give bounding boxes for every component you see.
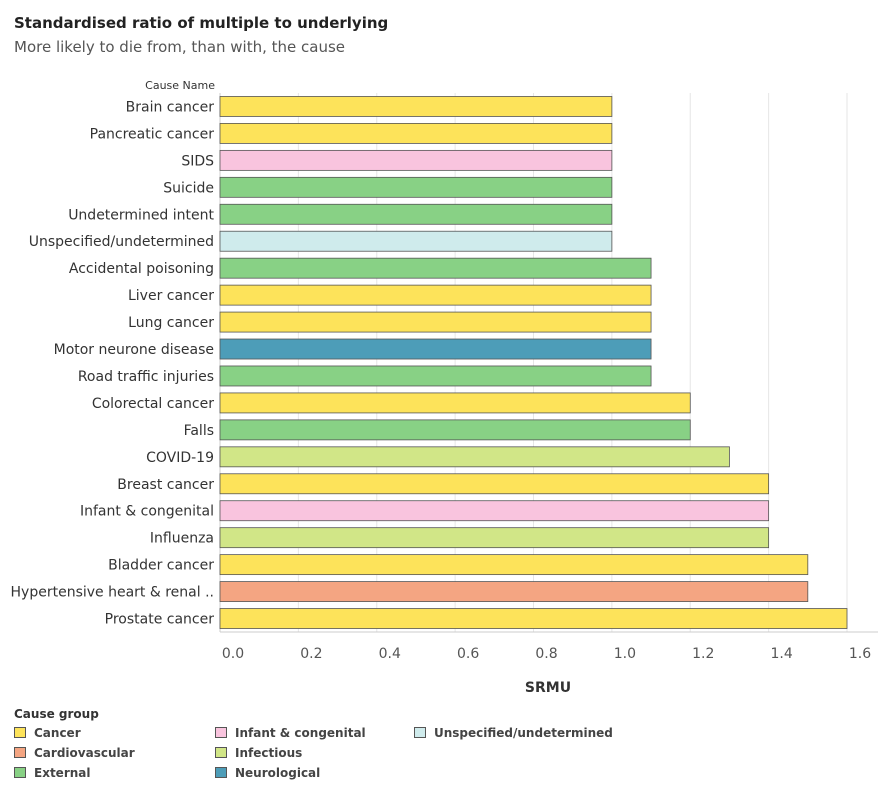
category-label: Bladder cancer: [108, 558, 214, 574]
bar: [219, 123, 613, 144]
legend-label: Cancer: [34, 726, 81, 740]
legend: Cause group Cancer Cardiovascular Extern…: [14, 707, 874, 797]
legend-label: Cardiovascular: [34, 746, 135, 760]
chart-subtitle: More likely to die from, than with, the …: [14, 38, 346, 56]
bar: [219, 176, 613, 198]
x-axis-title: SRMU: [525, 680, 571, 696]
x-tick-label: 0.6: [457, 646, 479, 662]
x-tick-label: 0.4: [379, 646, 401, 662]
bar-chart: Cause Name Brain cancer Pancreatic cancer S…: [11, 79, 878, 696]
bar: [219, 311, 652, 333]
legend-label: Unspecified/undetermined: [434, 726, 613, 740]
legend-swatch: [215, 747, 227, 758]
x-tick-label: 1.0: [614, 646, 636, 662]
bar: [219, 419, 691, 441]
bar: [219, 500, 770, 522]
legend-swatch: [215, 727, 227, 738]
bar: [219, 338, 652, 360]
category-label: Influenza: [150, 531, 214, 547]
bar: [219, 392, 691, 414]
category-label: Brain cancer: [126, 99, 215, 115]
legend-label: External: [34, 766, 91, 780]
x-tick-label: 0.0: [222, 646, 244, 662]
x-tick-label: 1.2: [692, 646, 714, 662]
bar: [219, 203, 613, 225]
category-label: Suicide: [163, 180, 214, 196]
category-header: Cause Name: [145, 79, 215, 92]
category-label: Colorectal cancer: [92, 396, 214, 412]
legend-swatch: [14, 767, 26, 778]
legend-title: Cause group: [14, 707, 99, 721]
bar: [219, 257, 652, 279]
bar: [219, 527, 770, 549]
bar: [219, 365, 652, 387]
category-label: Accidental poisoning: [69, 261, 214, 277]
bar: [219, 581, 809, 602]
bar: [219, 608, 848, 629]
x-tick-label: 0.8: [535, 646, 557, 662]
x-tick-label: 0.2: [300, 646, 322, 662]
category-label: Falls: [184, 423, 214, 439]
legend-swatch: [14, 727, 26, 738]
category-label: Infant & congenital: [80, 504, 214, 520]
x-tick-label: 1.4: [770, 646, 792, 662]
category-label: COVID-19: [146, 450, 214, 466]
bar: [219, 149, 613, 171]
category-label: Prostate cancer: [105, 612, 215, 628]
bar: [219, 473, 770, 495]
category-label: Unspecified/undetermined: [29, 234, 214, 250]
bar: [219, 446, 730, 468]
category-label: Pancreatic cancer: [90, 126, 215, 142]
legend-swatch: [215, 767, 227, 778]
legend-label: Infectious: [235, 746, 303, 760]
bar: [219, 96, 613, 117]
legend-label: Infant & congenital: [235, 726, 366, 740]
category-label: Hypertensive heart & renal ..: [11, 585, 214, 601]
category-label: Motor neurone disease: [54, 342, 214, 358]
category-label: Lung cancer: [128, 315, 214, 331]
category-label: Undetermined intent: [68, 207, 214, 223]
legend-swatch: [414, 727, 426, 738]
chart-title: Standardised ratio of multiple to underl…: [14, 14, 389, 32]
category-label: Road traffic injuries: [78, 369, 214, 385]
category-label: SIDS: [181, 153, 214, 169]
bar: [219, 284, 652, 306]
bar: [219, 554, 809, 576]
bar: [219, 230, 613, 252]
x-tick-label: 1.6: [849, 646, 871, 662]
category-label: Liver cancer: [128, 288, 214, 304]
legend-label: Neurological: [235, 766, 321, 780]
category-label: Breast cancer: [117, 477, 214, 493]
legend-swatch: [14, 747, 26, 758]
